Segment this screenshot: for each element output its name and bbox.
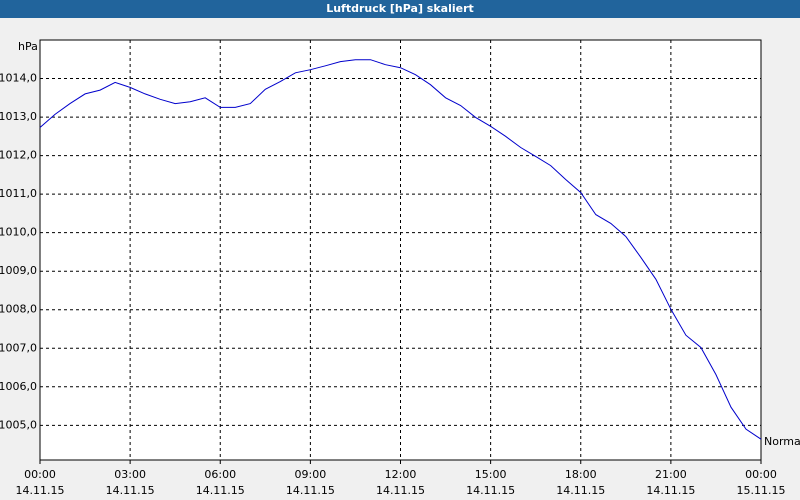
x-tick-label: 15:00 bbox=[475, 468, 507, 481]
y-tick-label: 1006,0 bbox=[0, 380, 37, 393]
x-tick-label: 21:00 bbox=[655, 468, 687, 481]
y-axis-label: hPa bbox=[18, 40, 38, 53]
y-tick-label: 1007,0 bbox=[0, 341, 37, 354]
y-tick-label: 1012,0 bbox=[0, 149, 37, 162]
y-tick-label: 1013,0 bbox=[0, 110, 37, 123]
y-tick-label: 1011,0 bbox=[0, 187, 37, 200]
x-tick-date: 14.11.15 bbox=[556, 484, 605, 497]
y-tick-label: 1005,0 bbox=[0, 418, 37, 431]
x-tick-date: 14.11.15 bbox=[466, 484, 515, 497]
plot-border bbox=[39, 39, 762, 461]
x-tick-date: 15.11.15 bbox=[737, 484, 786, 497]
x-tick-label: 00:00 bbox=[745, 468, 777, 481]
x-tick-date: 14.11.15 bbox=[16, 484, 65, 497]
x-tick-label: 06:00 bbox=[204, 468, 236, 481]
x-tick-label: 00:00 bbox=[24, 468, 56, 481]
x-tick-date: 14.11.15 bbox=[196, 484, 245, 497]
chart-title: Luftdruck [hPa] skaliert bbox=[0, 0, 800, 18]
x-tick-date: 14.11.15 bbox=[286, 484, 335, 497]
data-line bbox=[39, 59, 762, 440]
x-tick-label: 03:00 bbox=[114, 468, 146, 481]
x-tick-date: 14.11.15 bbox=[376, 484, 425, 497]
y-tick-label: 1008,0 bbox=[0, 303, 37, 316]
y-tick-label: 1009,0 bbox=[0, 264, 37, 277]
series-label: Normal bbox=[764, 435, 800, 448]
x-tick-date: 14.11.15 bbox=[646, 484, 695, 497]
x-tick-label: 09:00 bbox=[295, 468, 327, 481]
x-tick-label: 18:00 bbox=[565, 468, 597, 481]
x-tick-date: 14.11.15 bbox=[106, 484, 155, 497]
y-tick-label: 1010,0 bbox=[0, 226, 37, 239]
y-tick-label: 1014,0 bbox=[0, 72, 37, 85]
x-tick-label: 12:00 bbox=[385, 468, 417, 481]
